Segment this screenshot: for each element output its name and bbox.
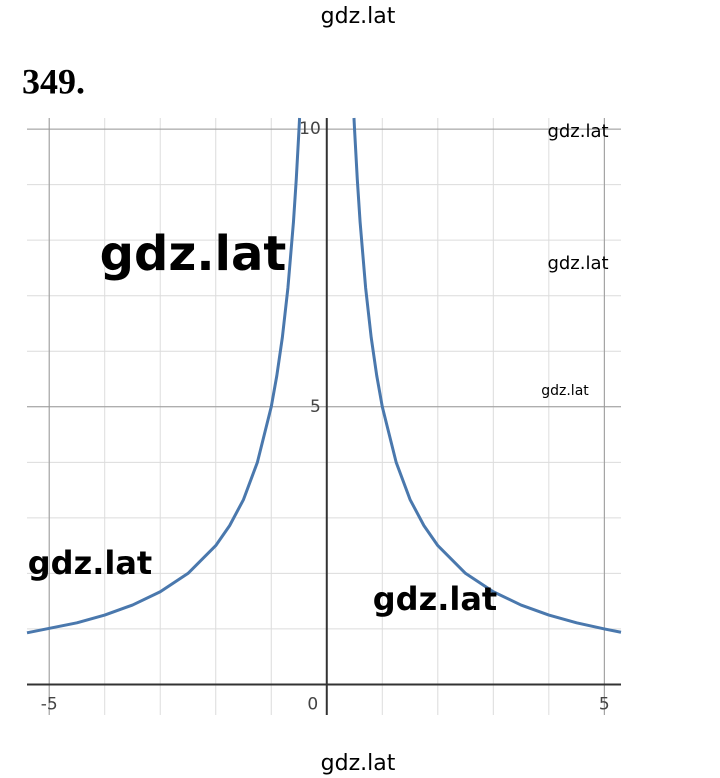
- watermark: gdz.lat: [100, 226, 287, 282]
- watermark: gdz.lat: [28, 544, 152, 582]
- y-tick-label: 5: [310, 397, 321, 417]
- x-tick-label: -5: [41, 694, 58, 714]
- watermark: gdz.lat: [547, 253, 608, 274]
- curve: [26, 117, 622, 635]
- watermark: gdz.lat: [373, 580, 497, 618]
- footer: gdz.lat: [321, 751, 396, 776]
- x-tick-label: 5: [599, 694, 610, 714]
- header: gdz.lat: [321, 4, 396, 29]
- y-tick-label: 10: [299, 119, 321, 139]
- watermark: gdz.lat: [547, 121, 608, 142]
- x-tick-label: 0: [307, 694, 318, 714]
- exercise-number: 349.: [22, 61, 85, 101]
- watermark: gdz.lat: [541, 383, 589, 399]
